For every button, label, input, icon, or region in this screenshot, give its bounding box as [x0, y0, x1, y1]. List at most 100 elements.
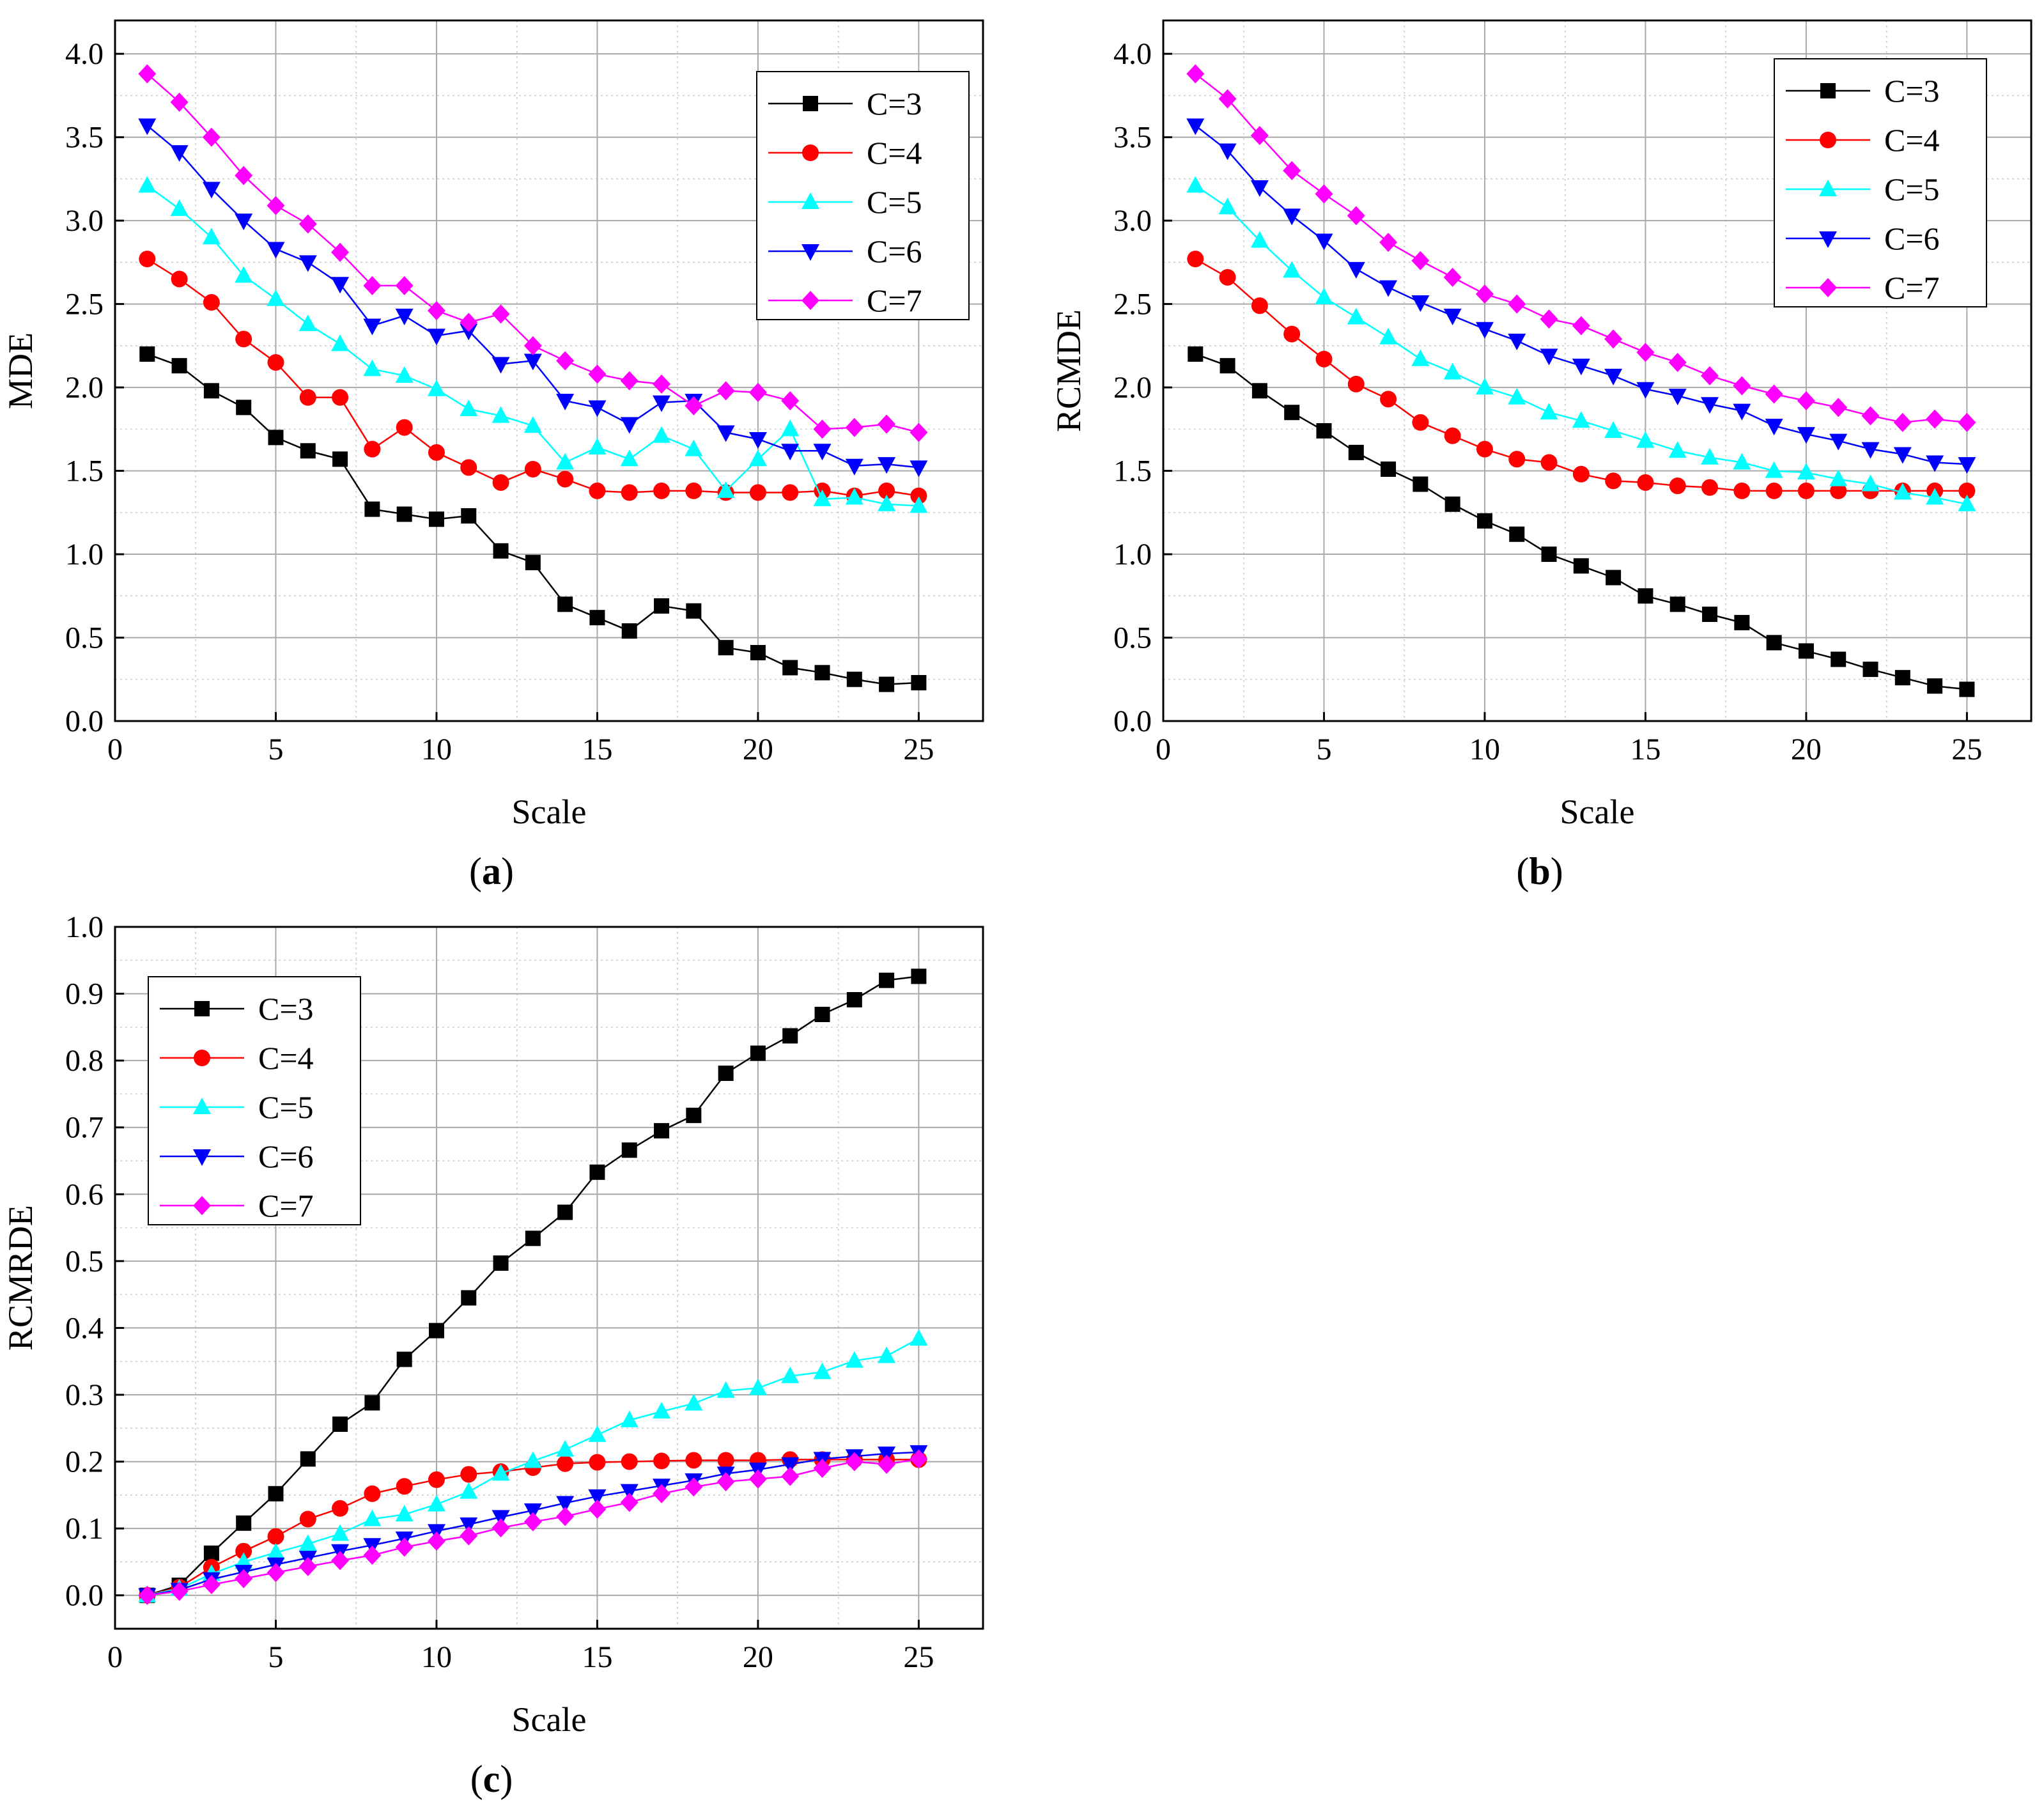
data-point — [1636, 382, 1655, 399]
data-point — [1668, 389, 1687, 406]
data-point — [1540, 454, 1558, 471]
x-tick-label: 0 — [107, 1640, 123, 1674]
data-point — [781, 1457, 800, 1474]
series-C-5 — [1186, 176, 1976, 511]
data-point — [363, 276, 382, 295]
data-point — [748, 1469, 767, 1489]
series-C-3 — [1188, 346, 1975, 697]
data-point — [1959, 681, 1975, 697]
data-point — [1186, 176, 1205, 193]
data-point — [748, 431, 767, 449]
y-tick-label: 4.0 — [1113, 37, 1152, 71]
x-tick-label: 25 — [903, 1640, 934, 1674]
y-tick-label: 0.4 — [65, 1311, 104, 1345]
data-point — [427, 379, 445, 396]
data-point — [1347, 375, 1365, 392]
data-point — [750, 645, 766, 661]
data-point — [910, 1329, 928, 1346]
data-point — [845, 458, 863, 476]
data-point — [1637, 474, 1654, 491]
data-point — [748, 1378, 767, 1395]
data-point — [716, 381, 735, 401]
data-point — [1830, 482, 1847, 499]
data-point — [1638, 588, 1653, 604]
data-point — [202, 228, 221, 245]
y-tick-label: 0.5 — [65, 621, 104, 655]
legend-marker — [801, 291, 819, 310]
data-point — [331, 334, 350, 352]
data-point — [1701, 397, 1719, 414]
x-tick-label: 5 — [268, 1640, 283, 1674]
data-point — [910, 1449, 928, 1469]
data-point — [460, 400, 478, 417]
legend-label: C=7 — [258, 1188, 314, 1223]
data-point — [202, 182, 221, 199]
data-point — [1861, 442, 1880, 459]
data-point — [1572, 316, 1590, 336]
data-point — [1733, 453, 1751, 470]
y-axis-title: RCMDE — [1049, 309, 1088, 432]
data-point — [523, 353, 542, 371]
data-point — [1701, 366, 1719, 385]
data-point — [1413, 476, 1428, 492]
data-point — [1218, 198, 1237, 215]
data-point — [364, 440, 381, 458]
data-point — [588, 1499, 607, 1519]
data-point — [1379, 327, 1398, 345]
data-point — [1668, 352, 1687, 372]
data-point — [878, 457, 896, 474]
data-point — [620, 1493, 639, 1512]
data-point — [298, 1534, 317, 1551]
data-point — [557, 470, 574, 488]
data-point — [523, 1512, 542, 1532]
data-point — [395, 1505, 414, 1522]
data-point — [524, 460, 541, 477]
data-point — [718, 640, 734, 656]
legend-marker — [193, 1196, 211, 1215]
data-point — [588, 438, 607, 455]
series-C-7 — [138, 64, 928, 442]
data-point — [1411, 251, 1430, 270]
legend-label: C=3 — [258, 991, 314, 1027]
data-point — [556, 393, 575, 410]
data-point — [1733, 376, 1751, 396]
y-tick-label: 0.0 — [65, 704, 104, 738]
data-point — [171, 270, 188, 288]
data-point — [395, 276, 414, 295]
data-point — [1283, 160, 1301, 180]
data-point — [395, 1537, 414, 1557]
data-point — [1251, 297, 1268, 314]
data-point — [267, 1542, 285, 1560]
data-point — [1347, 307, 1365, 325]
y-tick-label: 3.0 — [65, 204, 104, 238]
data-point — [427, 1532, 445, 1551]
legend-label: C=5 — [258, 1089, 314, 1125]
data-point — [298, 214, 317, 234]
data-point — [1379, 280, 1398, 297]
data-point — [878, 1346, 896, 1363]
data-point — [428, 1471, 445, 1488]
data-point — [267, 289, 285, 306]
data-point — [460, 459, 477, 476]
data-point — [1765, 482, 1783, 499]
x-tick-label: 0 — [107, 733, 123, 766]
legend-label: C=4 — [867, 135, 922, 171]
panel-label: (c) — [470, 1758, 513, 1800]
y-tick-label: 3.5 — [65, 121, 104, 155]
data-point — [1893, 483, 1912, 500]
data-point — [1187, 251, 1204, 268]
panel-label: (a) — [469, 850, 514, 892]
y-tick-label: 0.0 — [65, 1579, 104, 1613]
data-point — [1829, 398, 1848, 417]
data-point — [1250, 126, 1269, 146]
y-tick-label: 2.0 — [1113, 371, 1152, 405]
data-point — [1604, 368, 1623, 385]
legend-label: C=6 — [258, 1138, 314, 1174]
data-point — [1831, 651, 1847, 667]
data-point — [782, 484, 799, 501]
legend: C=3 C=4 C=5 C=6 C=7 — [148, 976, 361, 1225]
legend-marker — [1819, 231, 1837, 248]
series-line — [146, 353, 919, 685]
data-point — [556, 351, 575, 371]
data-point — [813, 1362, 832, 1379]
